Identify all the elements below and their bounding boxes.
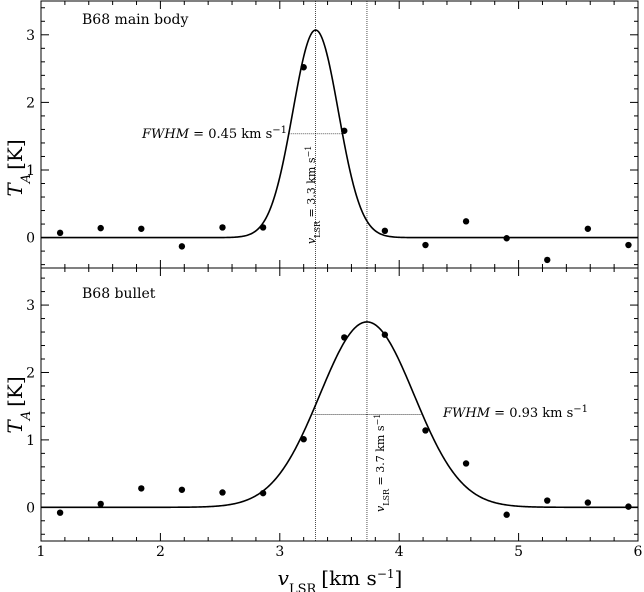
y-tick-label: 1 xyxy=(26,433,35,449)
vlsr-annotation-bullet: vLSR = 3.7 km s−1 xyxy=(373,414,391,512)
data-point xyxy=(56,509,64,516)
data-point xyxy=(259,489,267,497)
plot-frame xyxy=(40,267,639,542)
y-axis-unit: [K] xyxy=(3,139,27,170)
data-point xyxy=(300,436,307,443)
data-point xyxy=(341,334,348,341)
x-axis-unit-close: ] xyxy=(395,566,403,590)
x-axis-subscript: LSR xyxy=(289,582,318,592)
data-point xyxy=(138,225,145,232)
y-tick-label: 3 xyxy=(26,28,35,44)
y-tick-label: 0 xyxy=(26,500,35,516)
x-axis-unit: [km s xyxy=(321,566,377,590)
data-point xyxy=(219,224,226,231)
data-point xyxy=(381,227,389,235)
fwhm-exponent: −1 xyxy=(272,125,287,136)
y-axis-symbol: T xyxy=(3,182,27,197)
plot-frame xyxy=(40,0,639,269)
x-tick-label: 1 xyxy=(37,544,46,560)
x-tick-label: 3 xyxy=(275,544,284,560)
y-axis-symbol: T xyxy=(3,419,27,434)
y-axis-title-main-body: TA [K] xyxy=(3,139,34,196)
data-point xyxy=(544,256,551,264)
panel-bullet: 0 1 2 3 xyxy=(26,267,639,542)
vlsr-annotation-main-body: vLSR = 3.3 km s−1 xyxy=(304,146,322,244)
data-point xyxy=(422,241,429,249)
x-axis-unit-exponent: −1 xyxy=(377,567,395,581)
data-point xyxy=(625,503,632,510)
x-tick-label: 2 xyxy=(156,544,165,560)
x-axis-title: vLSR [km s−1] xyxy=(278,566,403,592)
fit-curve xyxy=(41,29,638,239)
vlsr-exponent: −1 xyxy=(304,146,313,158)
vlsr-value: = 3.3 km s xyxy=(305,157,318,221)
panel-label-bullet: B68 bullet xyxy=(82,286,156,302)
data-point xyxy=(97,500,104,508)
y-axis-subscript: A xyxy=(19,174,34,184)
data-point xyxy=(584,225,592,232)
vlsr-exponent: −1 xyxy=(373,414,382,426)
x-tick-label: 5 xyxy=(514,544,523,560)
y-tick-label: 2 xyxy=(26,95,35,111)
x-tick-label: 4 xyxy=(395,544,404,560)
vlsr-value: = 3.7 km s xyxy=(374,425,387,489)
data-point xyxy=(584,499,592,506)
y-axis-unit: [K] xyxy=(3,376,27,407)
fwhm-prefix: FWHM xyxy=(442,406,491,421)
y-tick-label: 1 xyxy=(26,163,35,179)
vlsr-subscript: LSR xyxy=(382,488,391,506)
data-point xyxy=(178,486,186,493)
data-point xyxy=(138,485,145,492)
fwhm-annotation-main-body: FWHM = 0.45 km s−1 xyxy=(141,125,287,143)
data-point xyxy=(341,127,348,134)
fwhm-value: = 0.45 km s xyxy=(189,127,272,142)
panel-label-main-body: B68 main body xyxy=(82,12,188,28)
fwhm-value: = 0.93 km s xyxy=(490,406,573,421)
fwhm-exponent: −1 xyxy=(573,404,588,415)
data-point xyxy=(178,243,186,250)
x-axis: 1 2 3 4 5 6 xyxy=(37,544,643,560)
fwhm-prefix: FWHM xyxy=(141,127,190,142)
data-point xyxy=(503,511,510,518)
y-axis-subscript: A xyxy=(19,411,34,421)
data-point xyxy=(219,489,226,496)
vlsr-subscript: LSR xyxy=(313,220,322,238)
data-point xyxy=(97,224,104,232)
x-tick-label: 6 xyxy=(634,544,643,560)
data-point xyxy=(381,331,389,338)
x-axis-symbol: v xyxy=(278,566,290,590)
fwhm-annotation-bullet: FWHM = 0.93 km s−1 xyxy=(442,404,588,422)
data-point xyxy=(462,218,470,225)
y-tick-label: 3 xyxy=(26,298,35,314)
data-point xyxy=(300,64,307,71)
data-point xyxy=(422,427,429,434)
y-axis-title-bullet: TA [K] xyxy=(3,376,34,433)
vlsr-symbol: v xyxy=(374,505,387,512)
y-tick-label: 0 xyxy=(26,231,35,247)
data-point xyxy=(259,224,267,231)
vlsr-symbol: v xyxy=(305,237,318,244)
data-point xyxy=(56,229,64,237)
panel-main-body: 0 1 2 3 xyxy=(26,0,639,269)
data-point xyxy=(462,460,470,467)
data-point xyxy=(544,497,551,504)
data-point xyxy=(625,241,632,249)
fit-curve xyxy=(41,321,638,509)
data-point xyxy=(503,235,510,242)
y-tick-label: 2 xyxy=(26,365,35,381)
